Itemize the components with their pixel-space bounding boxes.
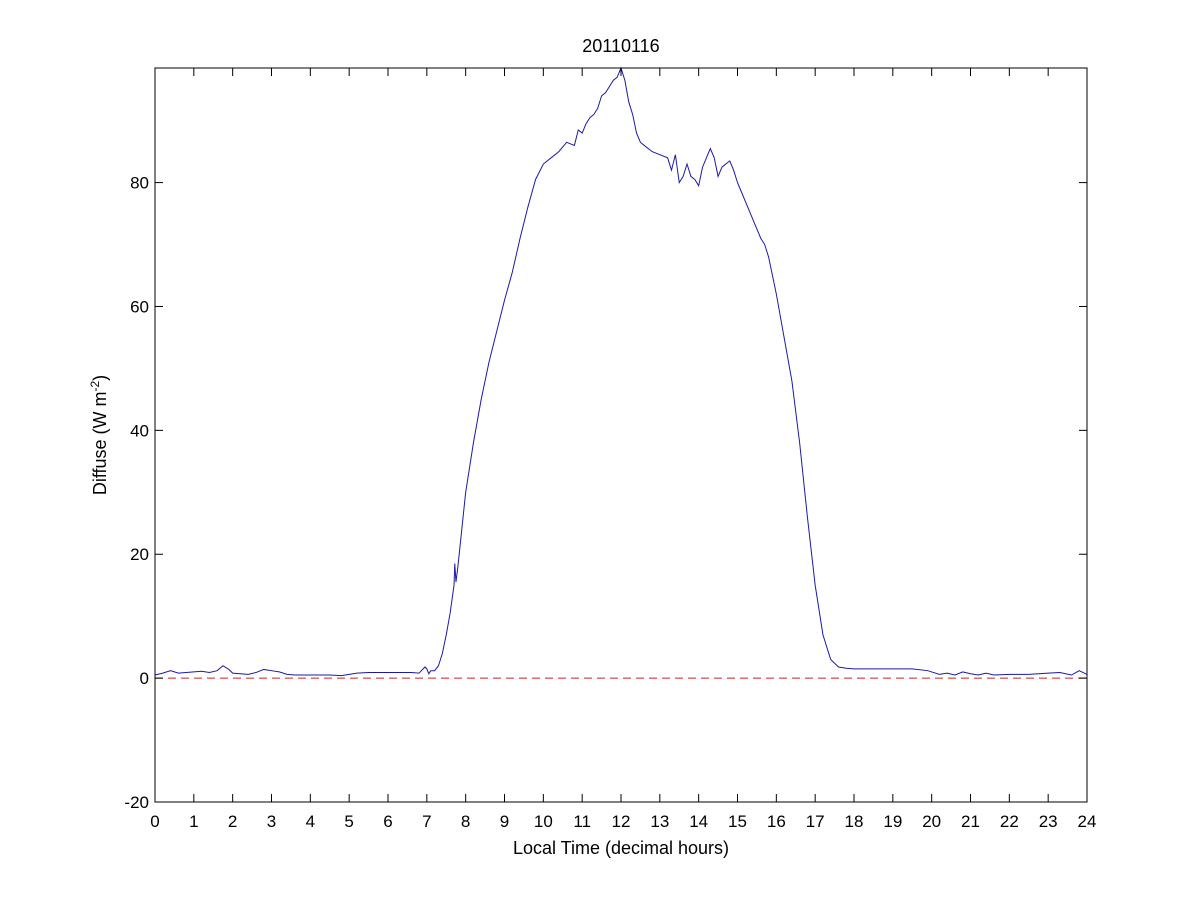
chart-title: 20110116: [582, 36, 659, 56]
series-layer: [154, 66, 1088, 679]
x-tick-label: 20: [922, 812, 941, 831]
x-tick-label: 17: [806, 812, 825, 831]
y-tick-label: 60: [130, 297, 149, 316]
y-tick-label: 20: [130, 545, 149, 564]
x-tick-label: 9: [500, 812, 509, 831]
y-axis-title-close: ): [90, 375, 110, 381]
x-tick-label: 5: [344, 812, 353, 831]
x-tick-label: 6: [383, 812, 392, 831]
x-tick-label: 7: [422, 812, 431, 831]
x-tick-label: 2: [228, 812, 237, 831]
x-axis-title: Local Time (decimal hours): [513, 838, 729, 858]
x-tick-label: 22: [1000, 812, 1019, 831]
x-tick-label: 16: [767, 812, 786, 831]
y-axis-title: Diffuse (W m-2): [88, 375, 110, 495]
x-tick-label: 14: [689, 812, 708, 831]
x-tick-label: 3: [267, 812, 276, 831]
x-tick-label: 1: [189, 812, 198, 831]
x-tick-label: 10: [534, 812, 553, 831]
x-tick-label: 11: [573, 812, 591, 831]
x-tick-label: 23: [1039, 812, 1058, 831]
x-tick-label: 15: [728, 812, 747, 831]
diffuse-series-line: [154, 66, 1088, 677]
y-tick-label: 80: [130, 174, 149, 193]
y-tick-label: -20: [124, 793, 149, 812]
x-tick-label: 4: [306, 812, 315, 831]
x-tick-label: 8: [461, 812, 470, 831]
x-tick-label: 13: [650, 812, 669, 831]
y-axis-title-superscript: -2: [88, 380, 102, 391]
x-tick-label: 21: [961, 812, 980, 831]
x-axis-ticks: 0 1 2 3 4 5 6 7 8 9 10 11 12 13 14 15 16 17 18 19 20 21 22 23 24: [150, 68, 1096, 831]
y-axis-ticks: -20 0 20 40 60 80: [124, 174, 1087, 812]
x-tick-label: 18: [845, 812, 864, 831]
y-tick-label: 40: [130, 421, 149, 440]
y-axis-title-main: Diffuse (W m: [90, 391, 110, 495]
x-tick-label: 12: [612, 812, 631, 831]
y-tick-label: 0: [140, 669, 149, 688]
x-tick-label: 24: [1078, 812, 1097, 831]
plot-area: [155, 68, 1087, 802]
x-tick-label: 19: [883, 812, 902, 831]
x-tick-label: 0: [150, 812, 159, 831]
